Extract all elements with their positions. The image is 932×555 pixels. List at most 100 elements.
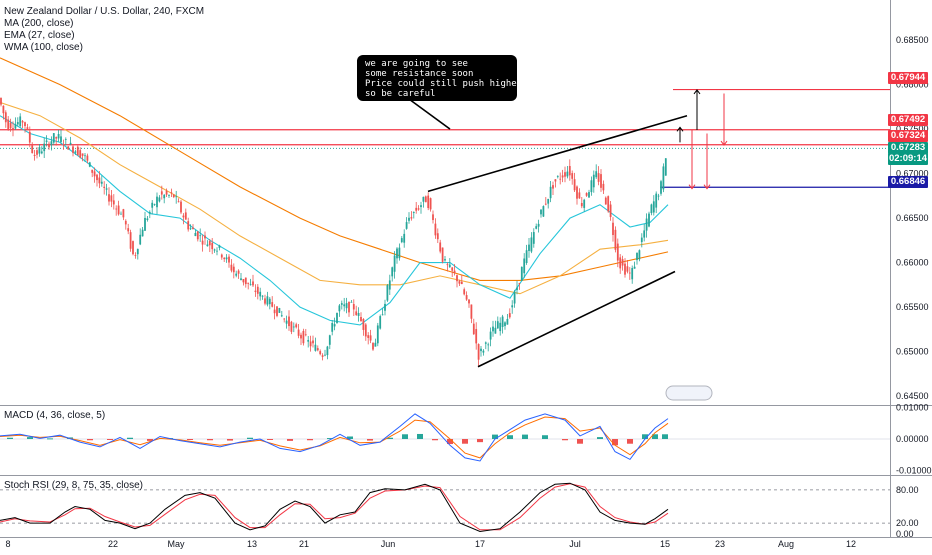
y-tick-label: 0.68000: [896, 80, 929, 90]
candle-body: [530, 237, 533, 252]
candle-body: [340, 303, 343, 305]
event-badges: [665, 385, 713, 401]
legend-symbol: New Zealand Dollar / U.S. Dollar, 240, F…: [4, 6, 205, 17]
candle-body: [391, 267, 394, 277]
y-tick-label: 0.67500: [896, 124, 929, 134]
candle-body: [331, 322, 334, 332]
callout-line-3: Price could still push higher: [365, 79, 523, 89]
candle-body: [513, 291, 516, 304]
candle-body: [434, 223, 437, 236]
candle-body: [525, 250, 528, 263]
x-tick-label: Jul: [569, 539, 581, 549]
candle-body: [98, 177, 101, 184]
candle-body: [511, 305, 514, 308]
candle-body: [74, 151, 77, 153]
wma-100-line: [0, 101, 669, 295]
macd-histogram-bar: [402, 434, 408, 439]
candle-body: [376, 325, 379, 344]
candle-body: [328, 335, 331, 345]
candle-body: [187, 221, 190, 230]
x-tick-label: 23: [715, 539, 725, 549]
candle-body: [650, 204, 653, 214]
candle-body: [333, 324, 336, 327]
macd-histogram-bar: [522, 434, 528, 439]
candle-body: [645, 218, 648, 231]
candle-body: [357, 313, 360, 316]
candle-body: [362, 319, 365, 330]
rsi-tick-label: 80.00: [896, 485, 919, 495]
macd-line: [0, 413, 669, 462]
arrow-head: [693, 89, 701, 95]
candle-body: [220, 254, 223, 258]
macd-tick-label: 0.01000: [896, 403, 929, 413]
candle-body: [456, 275, 458, 282]
candle-body: [12, 128, 14, 130]
candle-body: [40, 151, 43, 154]
macd-histogram-bar: [462, 439, 468, 444]
candle-body: [302, 330, 305, 344]
arrow-head: [720, 140, 728, 146]
candle-body: [33, 154, 36, 156]
candle-body: [14, 124, 17, 129]
price-tag-4: 0.67283: [888, 142, 928, 154]
candle-body: [458, 281, 461, 284]
candle-body: [201, 240, 204, 245]
candle-body: [484, 342, 487, 344]
candle-body: [492, 326, 494, 332]
y-tick-label: 0.65000: [896, 347, 929, 357]
candle-body: [314, 344, 317, 351]
macd-histogram-bar: [597, 437, 603, 439]
candle-body: [182, 215, 185, 218]
callout-line-1: we are going to see: [365, 59, 468, 69]
candle-body: [297, 329, 300, 336]
candle-body: [132, 241, 134, 255]
candle-body: [463, 289, 466, 295]
candle-body: [405, 222, 408, 229]
candle-body: [326, 346, 329, 356]
candle-body: [372, 342, 374, 350]
candle-body: [398, 247, 401, 259]
candle-body: [422, 196, 425, 202]
candle-body: [439, 242, 442, 252]
x-tick-label: 21: [299, 539, 309, 549]
arrow-head: [703, 184, 711, 190]
candle-body: [386, 285, 389, 301]
candle-body: [4, 112, 7, 123]
candle-body: [547, 198, 550, 204]
candle-body: [184, 212, 187, 220]
candle-body: [206, 244, 209, 247]
candle-body: [420, 205, 422, 208]
candle-body: [81, 153, 84, 156]
candle-body: [520, 266, 523, 281]
candle-body: [136, 248, 139, 255]
candle-body: [660, 181, 662, 194]
candle-body: [43, 143, 46, 152]
candle-body: [664, 158, 667, 176]
x-tick-label: Aug: [778, 539, 794, 549]
candle-body: [604, 197, 607, 205]
candle-body: [93, 171, 96, 177]
y-tick-label: 0.65500: [896, 302, 929, 312]
candle-body: [571, 173, 574, 179]
candle-body: [592, 174, 595, 188]
candle-body: [468, 299, 470, 304]
ema-27-line: [0, 115, 669, 326]
macd-histogram-bar: [207, 439, 213, 441]
candle-body: [352, 304, 355, 310]
candle-body: [261, 295, 264, 297]
y-tick-label: 0.66500: [896, 213, 929, 223]
candle-body: [31, 145, 34, 154]
candle-body: [583, 199, 586, 208]
candle-body: [350, 301, 353, 303]
candle-body: [619, 257, 622, 269]
candle-body: [244, 277, 247, 285]
candle-body: [489, 331, 492, 340]
rsi-tick-label: 0.00: [896, 529, 914, 539]
x-tick-label: Jun: [381, 539, 396, 549]
candle-body: [535, 226, 538, 229]
candle-body: [235, 273, 238, 276]
candle-body: [482, 350, 485, 353]
candle-body: [158, 197, 161, 202]
candle-body: [424, 196, 427, 203]
candle-body: [156, 196, 158, 208]
